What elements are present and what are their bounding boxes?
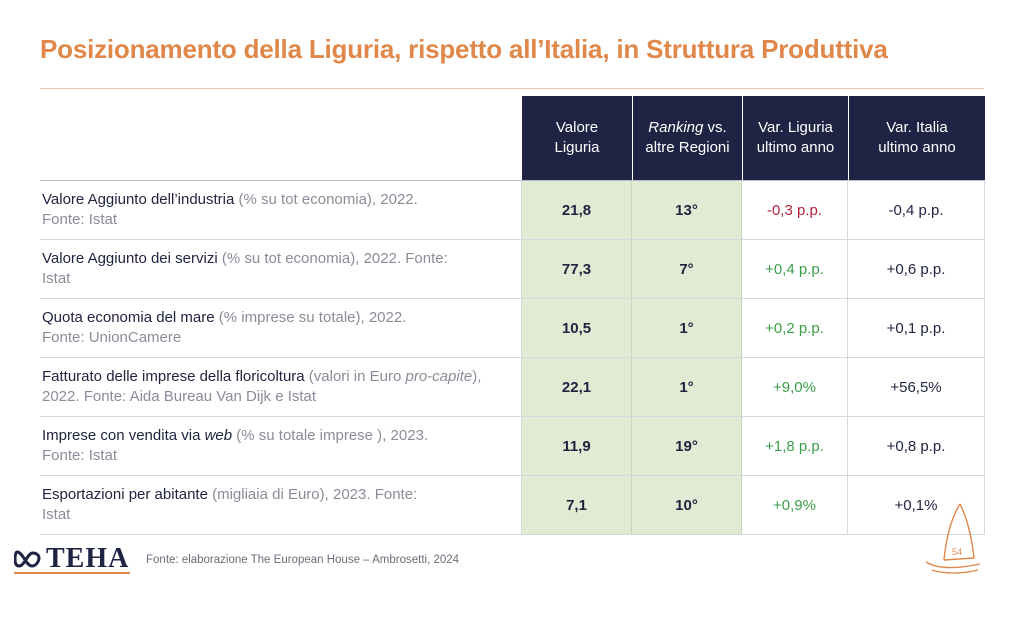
row-label: Esportazioni per abitante (migliaia di E… xyxy=(40,476,522,535)
row-label: Fatturato delle imprese della floricoltu… xyxy=(40,358,522,417)
header-valore-line1: Valore xyxy=(555,119,599,136)
table-row: Imprese con vendita via web (% su totale… xyxy=(40,417,985,476)
cell-ranking: 7° xyxy=(632,240,742,299)
cell-var-italia: -0,4 p.p. xyxy=(848,180,985,240)
cell-var-liguria: +0,9% xyxy=(742,476,848,535)
cell-valore: 21,8 xyxy=(522,180,632,240)
row-label-tail: , 2023. xyxy=(382,427,429,444)
slide-title: Posizionamento della Liguria, rispetto a… xyxy=(40,34,888,64)
row-label-paren-italic: pro-capite xyxy=(405,368,473,385)
header-var-liguria: Var. Liguria ultimo anno xyxy=(742,96,848,180)
cell-ranking: 13° xyxy=(632,180,742,240)
header-var-italia-line2: ultimo anno xyxy=(878,139,956,156)
row-label-tail: , 2023. Fonte: xyxy=(324,486,418,503)
row-label-tail: ), 2022. Fonte: Aida Bureau Van Dijk e I… xyxy=(42,368,482,405)
cell-var-italia: +56,5% xyxy=(848,358,985,417)
cell-valore: 22,1 xyxy=(522,358,632,417)
header-ranking-line1-rest: vs. xyxy=(703,119,727,136)
logo-underline xyxy=(14,572,130,574)
row-label-paren: (% imprese su totale) xyxy=(214,309,361,326)
row-label-paren: (valori in Euro xyxy=(304,368,406,385)
page-number: 54 xyxy=(952,547,963,557)
table-row: Valore Aggiunto dell’industria (% su tot… xyxy=(40,180,985,240)
row-label-main-italic: web xyxy=(204,427,233,444)
cell-ranking: 19° xyxy=(632,417,742,476)
row-label: Imprese con vendita via web (% su totale… xyxy=(40,417,522,476)
title-divider xyxy=(40,88,984,89)
cell-valore: 11,9 xyxy=(522,417,632,476)
cell-valore: 7,1 xyxy=(522,476,632,535)
header-var-liguria-line2: ultimo anno xyxy=(756,139,835,156)
table-header-row: Valore Liguria Ranking vs. altre Regioni… xyxy=(40,96,985,180)
cell-valore: 77,3 xyxy=(522,240,632,299)
sail-icon xyxy=(925,503,981,574)
cell-var-liguria: +0,2 p.p. xyxy=(742,299,848,358)
row-label-source: Istat xyxy=(42,270,71,287)
indicator-table: Valore Liguria Ranking vs. altre Regioni… xyxy=(40,96,985,535)
logo-text: TEHA xyxy=(46,543,130,574)
row-label-paren: (% su tot economia) xyxy=(234,191,372,208)
header-ranking-line2: altre Regioni xyxy=(645,139,730,156)
table-row: Quota economia del mare (% imprese su to… xyxy=(40,299,985,358)
teha-logo: TEHA xyxy=(14,544,129,574)
row-label-main: Imprese con vendita via xyxy=(42,427,205,444)
cell-ranking: 1° xyxy=(632,358,742,417)
row-label-source: Fonte: Istat xyxy=(42,447,118,464)
header-ranking: Ranking vs. altre Regioni xyxy=(632,96,742,180)
table-row: Valore Aggiunto dei servizi (% su tot ec… xyxy=(40,240,985,299)
row-label-main: Valore Aggiunto dell’industria xyxy=(42,191,235,208)
row-label-paren: (% su tot economia) xyxy=(217,250,356,267)
cell-var-liguria: -0,3 p.p. xyxy=(742,180,848,240)
header-valore-line2: Liguria xyxy=(554,139,600,156)
cell-ranking: 1° xyxy=(632,299,742,358)
row-label-source: Istat xyxy=(42,506,71,523)
cell-var-italia: +0,6 p.p. xyxy=(848,240,985,299)
table-row: Fatturato delle imprese della floricoltu… xyxy=(40,358,985,417)
teha-logo-mark-icon xyxy=(14,550,41,568)
cell-var-liguria: +1,8 p.p. xyxy=(742,417,848,476)
header-var-italia-line1: Var. Italia xyxy=(886,119,948,136)
row-label: Valore Aggiunto dell’industria (% su tot… xyxy=(40,180,522,240)
header-ranking-italic: Ranking xyxy=(648,119,704,136)
cell-var-liguria: +9,0% xyxy=(742,358,848,417)
row-label: Valore Aggiunto dei servizi (% su tot ec… xyxy=(40,240,522,299)
row-label-paren: (migliaia di Euro) xyxy=(207,486,325,503)
row-label-source: Fonte: Istat xyxy=(42,211,118,228)
header-valore-liguria: Valore Liguria xyxy=(522,96,632,180)
table-row: Esportazioni per abitante (migliaia di E… xyxy=(40,476,985,535)
row-label-main: Esportazioni per abitante xyxy=(42,486,208,503)
cell-var-italia: +0,1 p.p. xyxy=(848,299,985,358)
cell-var-italia: +0,1% xyxy=(848,476,985,535)
row-label-main: Fatturato delle imprese della floricoltu… xyxy=(42,368,305,385)
row-label-paren: (% su totale imprese ) xyxy=(232,427,383,444)
footer-source: Fonte: elaborazione The European House –… xyxy=(146,554,460,566)
cell-valore: 10,5 xyxy=(522,299,632,358)
row-label-source: Fonte: UnionCamere xyxy=(42,329,182,346)
header-var-liguria-line1: Var. Liguria xyxy=(758,119,833,136)
header-blank-cell xyxy=(40,96,522,180)
header-var-italia: Var. Italia ultimo anno xyxy=(848,96,985,180)
row-label-tail: , 2022. xyxy=(360,309,407,326)
row-label-main: Valore Aggiunto dei servizi xyxy=(42,250,218,267)
row-label-tail: , 2022. xyxy=(371,191,418,208)
row-label-main: Quota economia del mare xyxy=(42,309,215,326)
cell-ranking: 10° xyxy=(632,476,742,535)
row-label: Quota economia del mare (% imprese su to… xyxy=(40,299,522,358)
cell-var-liguria: +0,4 p.p. xyxy=(742,240,848,299)
cell-var-italia: +0,8 p.p. xyxy=(848,417,985,476)
row-label-tail: , 2022. Fonte: xyxy=(355,250,448,267)
